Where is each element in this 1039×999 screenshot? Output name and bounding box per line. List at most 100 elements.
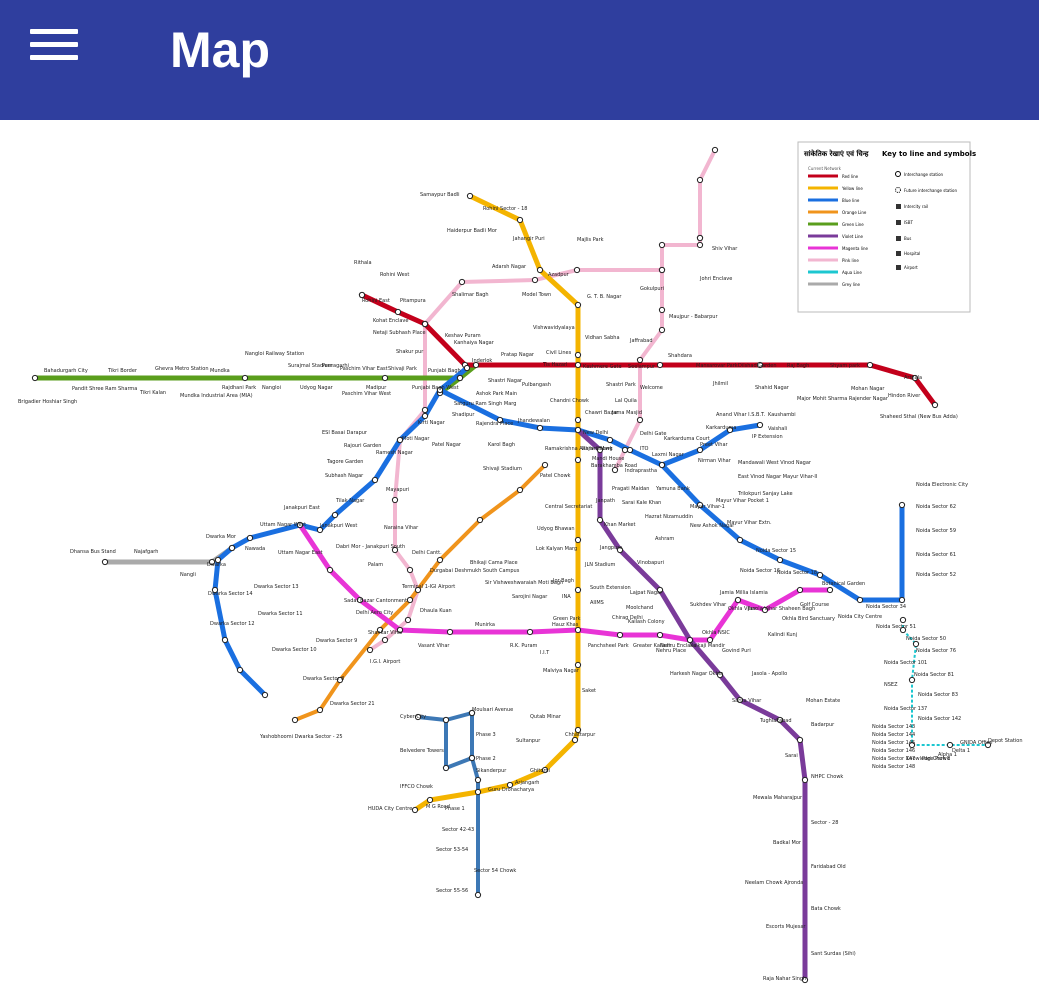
station-marker[interactable] xyxy=(621,446,629,454)
station-marker[interactable] xyxy=(736,696,744,704)
station-marker[interactable] xyxy=(366,646,374,654)
station-marker[interactable] xyxy=(404,616,412,624)
station-marker[interactable] xyxy=(446,628,454,636)
station-marker[interactable] xyxy=(496,416,504,424)
station-marker[interactable] xyxy=(463,364,471,372)
station-marker[interactable] xyxy=(573,266,581,274)
station-marker[interactable] xyxy=(536,266,544,274)
station-marker[interactable] xyxy=(526,628,534,636)
station-marker[interactable] xyxy=(214,556,222,564)
station-marker[interactable] xyxy=(476,516,484,524)
station-marker[interactable] xyxy=(796,586,804,594)
station-marker[interactable] xyxy=(626,446,634,454)
station-marker[interactable] xyxy=(911,374,919,382)
station-marker[interactable] xyxy=(442,716,450,724)
station-marker[interactable] xyxy=(596,446,604,454)
station-marker[interactable] xyxy=(391,546,399,554)
station-marker[interactable] xyxy=(908,741,916,749)
station-marker[interactable] xyxy=(531,276,539,284)
station-marker[interactable] xyxy=(611,466,619,474)
station-marker[interactable] xyxy=(221,636,229,644)
station-marker[interactable] xyxy=(474,891,482,899)
station-marker[interactable] xyxy=(658,306,666,314)
station-marker[interactable] xyxy=(541,461,549,469)
station-marker[interactable] xyxy=(261,691,269,699)
station-marker[interactable] xyxy=(574,361,582,369)
station-marker[interactable] xyxy=(898,501,906,509)
station-marker[interactable] xyxy=(734,596,742,604)
station-marker[interactable] xyxy=(656,361,664,369)
station-marker[interactable] xyxy=(596,516,604,524)
station-marker[interactable] xyxy=(899,616,907,624)
station-marker[interactable] xyxy=(421,406,429,414)
station-marker[interactable] xyxy=(656,631,664,639)
station-marker[interactable] xyxy=(516,216,524,224)
station-marker[interactable] xyxy=(796,736,804,744)
station-marker[interactable] xyxy=(436,386,444,394)
station-marker[interactable] xyxy=(296,521,304,529)
station-marker[interactable] xyxy=(908,676,916,684)
station-marker[interactable] xyxy=(396,436,404,444)
station-marker[interactable] xyxy=(356,596,364,604)
station-marker[interactable] xyxy=(984,741,992,749)
station-marker[interactable] xyxy=(406,596,414,604)
station-marker[interactable] xyxy=(101,558,109,566)
station-marker[interactable] xyxy=(466,192,474,200)
station-marker[interactable] xyxy=(574,301,582,309)
station-marker[interactable] xyxy=(616,546,624,554)
station-marker[interactable] xyxy=(316,526,324,534)
station-marker[interactable] xyxy=(636,356,644,364)
station-marker[interactable] xyxy=(31,374,39,382)
station-marker[interactable] xyxy=(658,326,666,334)
station-marker[interactable] xyxy=(696,241,704,249)
stations-layer[interactable] xyxy=(31,146,992,984)
station-marker[interactable] xyxy=(376,626,384,634)
station-marker[interactable] xyxy=(396,626,404,634)
station-marker[interactable] xyxy=(326,566,334,574)
station-marker[interactable] xyxy=(946,741,954,749)
station-marker[interactable] xyxy=(536,424,544,432)
station-marker[interactable] xyxy=(756,361,764,369)
station-marker[interactable] xyxy=(696,501,704,509)
station-marker[interactable] xyxy=(421,320,429,328)
hamburger-menu-icon[interactable] xyxy=(22,20,86,70)
station-marker[interactable] xyxy=(706,636,714,644)
station-marker[interactable] xyxy=(381,636,389,644)
metro-map[interactable]: सांकेतिक रेखाएं एवं चिन्ह Key to line an… xyxy=(0,120,1039,994)
station-marker[interactable] xyxy=(436,556,444,564)
station-marker[interactable] xyxy=(391,496,399,504)
station-marker[interactable] xyxy=(241,374,249,382)
station-marker[interactable] xyxy=(616,631,624,639)
station-marker[interactable] xyxy=(636,416,644,424)
station-marker[interactable] xyxy=(696,446,704,454)
station-marker[interactable] xyxy=(801,976,809,984)
station-marker[interactable] xyxy=(856,596,864,604)
station-marker[interactable] xyxy=(426,796,434,804)
station-marker[interactable] xyxy=(331,511,339,519)
station-marker[interactable] xyxy=(716,671,724,679)
station-marker[interactable] xyxy=(606,436,614,444)
station-marker[interactable] xyxy=(574,536,582,544)
station-marker[interactable] xyxy=(711,146,719,154)
station-marker[interactable] xyxy=(761,606,769,614)
station-marker[interactable] xyxy=(236,666,244,674)
station-marker[interactable] xyxy=(574,626,582,634)
station-marker[interactable] xyxy=(826,586,834,594)
station-marker[interactable] xyxy=(696,234,704,242)
station-marker[interactable] xyxy=(574,351,582,359)
station-marker[interactable] xyxy=(336,676,344,684)
station-marker[interactable] xyxy=(571,736,579,744)
station-marker[interactable] xyxy=(394,308,402,316)
station-marker[interactable] xyxy=(686,636,694,644)
station-marker[interactable] xyxy=(574,426,582,434)
station-marker[interactable] xyxy=(358,291,366,299)
station-marker[interactable] xyxy=(474,788,482,796)
station-marker[interactable] xyxy=(866,361,874,369)
station-marker[interactable] xyxy=(776,716,784,724)
station-marker[interactable] xyxy=(228,544,236,552)
station-marker[interactable] xyxy=(468,709,476,717)
metro-map-svg[interactable]: सांकेतिक रेखाएं एवं चिन्ह Key to line an… xyxy=(0,120,1039,994)
station-marker[interactable] xyxy=(726,426,734,434)
station-marker[interactable] xyxy=(456,374,464,382)
station-marker[interactable] xyxy=(506,781,514,789)
